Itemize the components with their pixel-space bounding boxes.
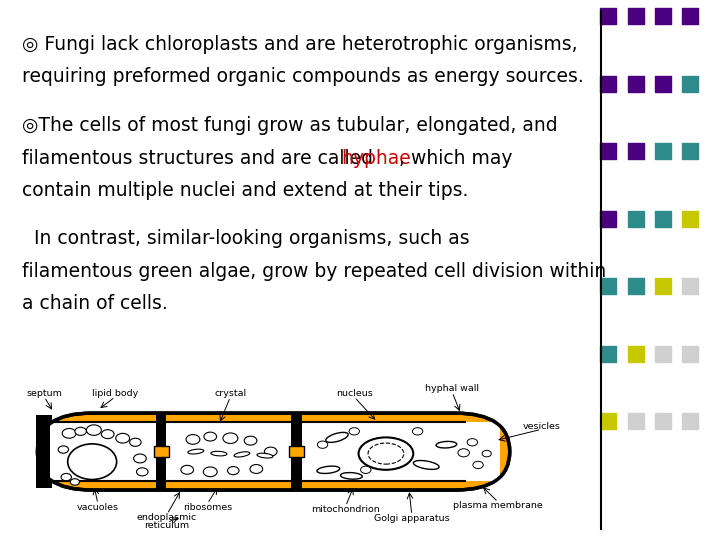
FancyBboxPatch shape xyxy=(37,413,510,490)
Circle shape xyxy=(349,428,359,435)
Circle shape xyxy=(318,441,328,448)
Point xyxy=(630,214,642,223)
Text: Golgi apparatus: Golgi apparatus xyxy=(374,514,450,523)
Bar xyxy=(50,422,500,481)
Text: crystal: crystal xyxy=(215,389,246,398)
Circle shape xyxy=(186,435,200,444)
Circle shape xyxy=(75,427,86,435)
Point xyxy=(685,417,696,426)
Point xyxy=(685,147,696,156)
Text: contain multiple nuclei and extend at their tips.: contain multiple nuclei and extend at th… xyxy=(22,181,468,200)
Text: , which may: , which may xyxy=(399,148,513,167)
Circle shape xyxy=(458,449,469,457)
Text: ribosomes: ribosomes xyxy=(183,503,232,511)
Text: reticulum: reticulum xyxy=(145,521,189,530)
Text: a chain of cells.: a chain of cells. xyxy=(22,294,167,313)
Point xyxy=(657,79,669,88)
Point xyxy=(603,147,614,156)
Text: filamentous structures and are called: filamentous structures and are called xyxy=(22,148,379,167)
Point xyxy=(657,417,669,426)
Point xyxy=(630,12,642,21)
Circle shape xyxy=(62,429,76,438)
Text: hyphae: hyphae xyxy=(341,148,411,167)
Circle shape xyxy=(86,425,102,435)
Ellipse shape xyxy=(341,472,362,479)
Point xyxy=(657,12,669,21)
Point xyxy=(603,282,614,291)
Circle shape xyxy=(250,464,263,474)
Text: vesicles: vesicles xyxy=(523,422,560,430)
Point xyxy=(685,214,696,223)
Bar xyxy=(156,414,166,489)
Circle shape xyxy=(482,450,491,457)
Point xyxy=(657,282,669,291)
Point xyxy=(603,214,614,223)
Ellipse shape xyxy=(234,452,250,457)
Circle shape xyxy=(58,446,68,453)
Point xyxy=(603,349,614,358)
Circle shape xyxy=(137,468,148,476)
Circle shape xyxy=(223,433,238,443)
Point xyxy=(685,12,696,21)
Circle shape xyxy=(116,433,130,443)
Ellipse shape xyxy=(359,437,413,470)
Text: mitochondrion: mitochondrion xyxy=(311,505,380,514)
Text: septum: septum xyxy=(27,389,63,398)
Text: filamentous green algae, grow by repeated cell division within: filamentous green algae, grow by repeate… xyxy=(22,262,606,281)
Point xyxy=(603,79,614,88)
Point xyxy=(603,12,614,21)
Circle shape xyxy=(134,454,146,463)
Ellipse shape xyxy=(368,443,404,464)
Circle shape xyxy=(61,474,71,481)
Circle shape xyxy=(203,467,217,477)
Point xyxy=(657,214,669,223)
Ellipse shape xyxy=(413,461,439,469)
Ellipse shape xyxy=(317,466,340,474)
Text: In contrast, similar-looking organisms, such as: In contrast, similar-looking organisms, … xyxy=(22,230,469,248)
Circle shape xyxy=(102,430,114,438)
Text: vacuoles: vacuoles xyxy=(77,503,119,511)
Text: ◎The cells of most fungi grow as tubular, elongated, and: ◎The cells of most fungi grow as tubular… xyxy=(22,116,557,135)
Circle shape xyxy=(413,428,423,435)
Bar xyxy=(154,446,168,457)
Point xyxy=(630,79,642,88)
Circle shape xyxy=(181,465,194,474)
Ellipse shape xyxy=(436,441,456,448)
Point xyxy=(630,417,642,426)
Circle shape xyxy=(244,436,257,445)
Ellipse shape xyxy=(211,451,227,456)
Ellipse shape xyxy=(325,433,348,442)
Point xyxy=(685,79,696,88)
Text: plasma membrane: plasma membrane xyxy=(454,501,543,510)
Circle shape xyxy=(130,438,141,446)
Circle shape xyxy=(71,478,79,485)
Circle shape xyxy=(264,447,277,456)
Point xyxy=(630,282,642,291)
Text: lipid body: lipid body xyxy=(92,389,138,398)
Text: hyphal wall: hyphal wall xyxy=(426,384,480,393)
Point xyxy=(630,349,642,358)
Point xyxy=(630,147,642,156)
Text: nucleus: nucleus xyxy=(336,389,373,398)
Bar xyxy=(292,414,302,489)
Bar xyxy=(289,446,304,457)
Point xyxy=(603,417,614,426)
Circle shape xyxy=(361,466,371,474)
Text: ◎ Fungi lack chloroplasts and are heterotrophic organisms,: ◎ Fungi lack chloroplasts and are hetero… xyxy=(22,35,577,54)
Point xyxy=(685,349,696,358)
Point xyxy=(657,147,669,156)
Ellipse shape xyxy=(188,449,204,454)
Bar xyxy=(36,415,52,488)
Point xyxy=(685,282,696,291)
Text: endoplasmic: endoplasmic xyxy=(137,513,197,522)
Circle shape xyxy=(467,438,477,446)
Text: requiring preformed organic compounds as energy sources.: requiring preformed organic compounds as… xyxy=(22,68,583,86)
Circle shape xyxy=(473,461,483,469)
Circle shape xyxy=(204,432,217,441)
Ellipse shape xyxy=(68,444,117,480)
Ellipse shape xyxy=(257,453,273,458)
Point xyxy=(657,349,669,358)
Circle shape xyxy=(228,467,239,475)
